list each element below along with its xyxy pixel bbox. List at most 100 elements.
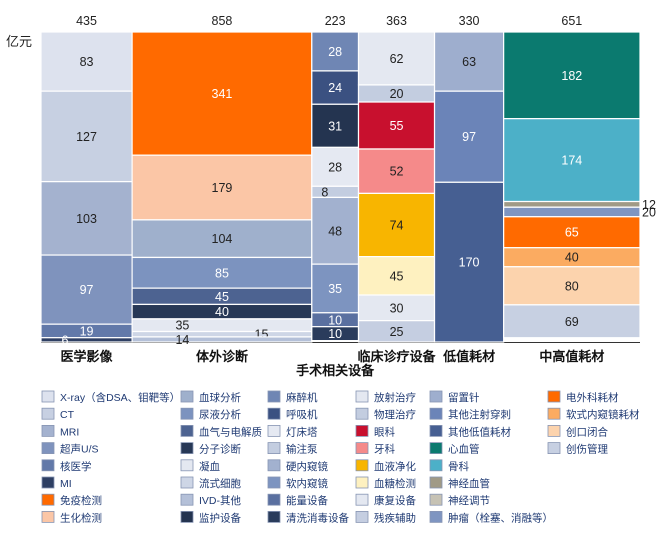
segment-value-label: 69 [565,315,579,329]
legend-swatch [267,424,281,437]
segment-value-label: 12 [642,198,656,212]
segment-value-label: 179 [212,181,233,195]
legend-swatch [547,424,561,437]
segment-value-label: 6 [62,333,69,347]
segment-value-label: 8 [321,185,328,199]
legend-swatch [429,442,443,455]
legend-label: MRI [60,426,79,438]
segment-bar [503,216,641,249]
legend-swatch [429,510,443,523]
segment-bar [131,330,313,338]
legend-swatch [355,442,369,455]
legend-swatch [429,493,443,506]
legend-swatch [355,476,369,489]
segment-value-label: 63 [462,55,476,69]
segment-value-label: 48 [328,224,342,238]
legend-label: 康复设备 [374,494,416,507]
segment-value-label: 10 [328,327,342,341]
segment-value-label: 20 [642,206,656,220]
segment-bar [40,90,133,183]
segment-value-label: 65 [565,226,579,240]
legend-label: 眼科 [374,425,395,438]
column-total-label: 435 [76,14,97,28]
legend-swatch [41,424,55,437]
legend-label: MI [60,478,72,490]
segment-value-label: 85 [215,266,229,280]
legend-label: 免疫检测 [60,494,102,507]
legend-swatch [41,390,55,403]
segment-bar [357,101,436,150]
legend-label: 血气与电解质 [199,425,262,438]
legend-label: 分子诊断 [199,443,241,456]
legend-swatch [547,407,561,420]
segment-value-label: 31 [328,119,342,133]
legend-swatch [180,442,194,455]
segment-value-label: 80 [565,279,579,293]
legend-swatch [180,424,194,437]
legend-swatch [355,510,369,523]
segment-value-label: 35 [328,282,342,296]
segment-value-label: 30 [390,301,404,315]
legend-swatch [180,476,194,489]
legend-swatch [180,459,194,472]
segment-bar [311,103,360,148]
legend-swatch [180,390,194,403]
legend-label: 血糖检测 [374,477,416,490]
legend-swatch [180,493,194,506]
legend-label: 软内窥镜 [286,477,328,490]
segment-value-label: 104 [212,232,233,246]
legend-label: 能量设备 [286,494,328,507]
legend-swatch [41,407,55,420]
segment-value-label: 10 [328,313,342,327]
legend-label: 麻醉机 [286,391,318,404]
segment-bar [131,336,313,343]
column-total-label: 223 [325,14,346,28]
segment-bar [357,31,436,86]
legend-swatch [355,407,369,420]
legend-label: 监护设备 [199,511,241,524]
legend-swatch [547,442,561,455]
segment-value-label: 45 [215,290,229,304]
unit-label: 亿元 [6,34,32,49]
segment-value-label: 40 [565,251,579,265]
legend-swatch [429,407,443,420]
legend-label: 流式细胞 [199,477,241,490]
category-label: 低值耗材 [442,349,495,364]
legend-label: 神经调节 [448,494,490,507]
segment-bar [40,337,133,343]
legend-label: 凝血 [199,460,220,473]
legend-label: CT [60,409,75,421]
legend-label: 超声U/S [60,443,99,456]
legend-label: 血球分析 [199,391,241,404]
segment-value-label: 97 [80,283,94,297]
segment-bar [131,31,313,156]
legend-label: 神经血管 [448,477,490,490]
legend-swatch [547,390,561,403]
segment-bar [131,154,313,221]
segment-bar [503,31,641,120]
legend-label: 留置针 [448,391,480,404]
legend-label: 硬内窥镜 [286,460,328,473]
legend-label: 尿液分析 [199,408,241,421]
category-label: 医学影像 [61,349,114,364]
category-label: 手术相关设备 [296,363,375,378]
category-label: 临床诊疗设备 [358,349,437,364]
segment-value-label: 341 [212,87,233,101]
legend-swatch [41,459,55,472]
legend-label: 呼吸机 [286,408,318,421]
legend-swatch [429,476,443,489]
legend-label: 软式内窥镜耗材 [566,408,640,421]
category-label: 中高值耗材 [539,349,604,364]
segment-bar [503,200,641,208]
legend-swatch [429,424,443,437]
legend-label: 灯床塔 [286,425,318,438]
legend-swatch [267,407,281,420]
segment-bar [131,318,313,333]
segment-value-label: 28 [328,160,342,174]
legend-swatch [41,510,55,523]
column-total-label: 363 [386,14,407,28]
legend-swatch [267,476,281,489]
segment-value-label: 35 [175,319,189,333]
segment-bar [357,148,436,195]
